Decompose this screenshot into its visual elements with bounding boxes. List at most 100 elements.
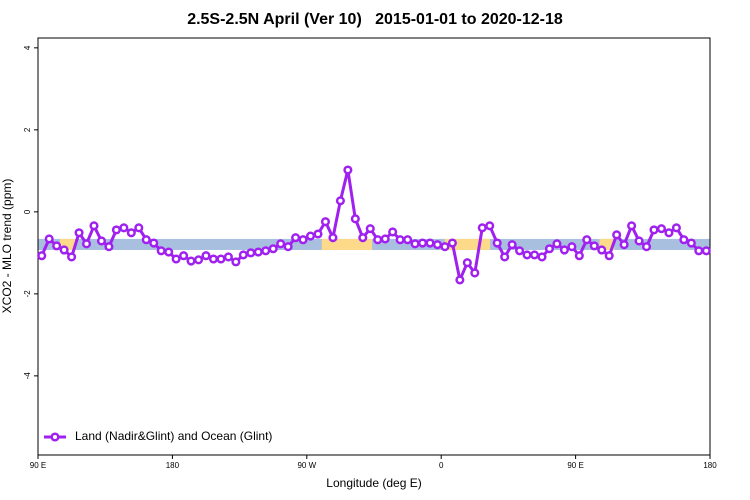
point bbox=[171, 254, 181, 264]
point bbox=[276, 239, 286, 249]
point bbox=[373, 235, 383, 245]
point bbox=[694, 246, 704, 256]
point bbox=[612, 230, 622, 240]
point bbox=[320, 217, 331, 227]
point bbox=[597, 245, 607, 255]
band bbox=[38, 238, 710, 250]
point bbox=[74, 228, 84, 238]
point bbox=[335, 196, 345, 206]
point bbox=[522, 250, 532, 260]
point bbox=[671, 223, 681, 233]
point bbox=[619, 240, 629, 250]
point bbox=[500, 252, 510, 262]
point bbox=[582, 235, 592, 245]
plot-frame bbox=[37, 37, 711, 456]
point bbox=[358, 233, 368, 243]
point bbox=[343, 165, 353, 175]
y-tick-label: -4 bbox=[23, 372, 32, 380]
point bbox=[529, 250, 540, 260]
point bbox=[515, 246, 525, 256]
point bbox=[186, 256, 196, 266]
x-tick-label: 90 W bbox=[297, 461, 316, 470]
point bbox=[104, 242, 114, 252]
band bbox=[599, 238, 615, 250]
point bbox=[44, 234, 54, 244]
legend-label: Land (Nadir&Glint) and Ocean (Glint) bbox=[75, 429, 272, 443]
point bbox=[238, 250, 248, 260]
y-tick-label: 4 bbox=[23, 45, 32, 50]
y-tick-label: 0 bbox=[23, 209, 32, 214]
point bbox=[179, 251, 189, 261]
x-axis-label: Longitude (deg E) bbox=[326, 476, 421, 490]
point bbox=[574, 251, 584, 261]
point bbox=[507, 240, 517, 250]
point bbox=[425, 238, 435, 248]
point bbox=[119, 223, 129, 233]
point bbox=[156, 246, 166, 256]
point bbox=[432, 240, 443, 250]
point bbox=[231, 257, 241, 267]
point bbox=[664, 228, 674, 238]
point bbox=[52, 241, 62, 251]
point bbox=[403, 235, 413, 245]
point bbox=[134, 223, 144, 233]
x-tick-label: 180 bbox=[166, 461, 180, 470]
point bbox=[477, 223, 487, 233]
point bbox=[686, 238, 696, 248]
point bbox=[201, 251, 211, 261]
point bbox=[440, 242, 450, 252]
point bbox=[641, 242, 652, 252]
point bbox=[246, 248, 256, 258]
point bbox=[604, 251, 614, 261]
chart-title: 2.5S-2.5N April (Ver 10) 2015-01-01 to 2… bbox=[187, 11, 563, 28]
point bbox=[37, 251, 47, 261]
point bbox=[492, 238, 502, 248]
point bbox=[111, 225, 121, 235]
point bbox=[679, 235, 689, 245]
point bbox=[164, 247, 174, 257]
point bbox=[410, 239, 420, 249]
point bbox=[208, 254, 219, 264]
point bbox=[552, 239, 562, 249]
point bbox=[223, 252, 233, 262]
point bbox=[96, 236, 107, 246]
point bbox=[298, 235, 308, 245]
point bbox=[305, 231, 316, 241]
point bbox=[81, 239, 92, 249]
point bbox=[268, 244, 278, 254]
point bbox=[470, 268, 480, 278]
x-tick-label: 90 E bbox=[30, 461, 46, 470]
point bbox=[283, 242, 293, 252]
point bbox=[462, 258, 472, 268]
legend-marker bbox=[50, 432, 60, 442]
point bbox=[485, 221, 495, 231]
band bbox=[444, 238, 491, 250]
y-tick-label: 2 bbox=[23, 127, 32, 132]
point bbox=[193, 255, 204, 265]
band bbox=[59, 238, 76, 250]
point bbox=[447, 238, 457, 248]
point bbox=[455, 275, 465, 285]
point bbox=[365, 224, 375, 234]
point bbox=[313, 229, 323, 239]
band bbox=[321, 238, 373, 250]
point bbox=[149, 238, 159, 248]
point bbox=[701, 246, 711, 256]
point bbox=[537, 252, 547, 262]
point bbox=[395, 235, 405, 245]
point bbox=[380, 234, 390, 244]
point bbox=[216, 254, 226, 264]
point bbox=[559, 245, 569, 255]
point bbox=[589, 241, 599, 251]
point bbox=[253, 247, 263, 257]
y-tick-label: -2 bbox=[23, 290, 32, 298]
y-axis-label: XCO2 - MLO trend (ppm) bbox=[0, 179, 14, 314]
point bbox=[328, 233, 338, 243]
point bbox=[59, 245, 69, 255]
point bbox=[141, 235, 151, 245]
point bbox=[544, 244, 555, 254]
point bbox=[261, 246, 271, 256]
point bbox=[350, 214, 360, 224]
point bbox=[627, 221, 637, 231]
